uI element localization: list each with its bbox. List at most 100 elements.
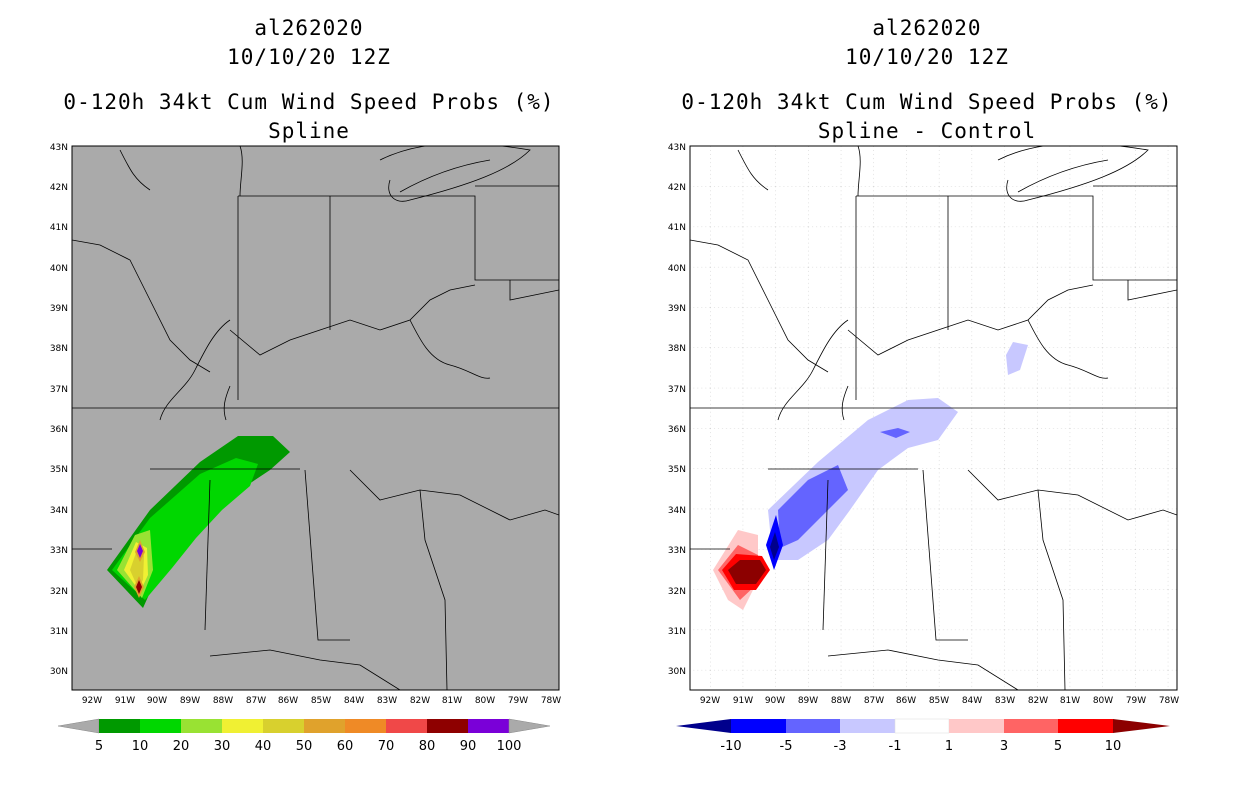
lat-label: 32N <box>50 587 68 597</box>
lon-label: 89W <box>180 696 200 706</box>
colorbar-label: 10 <box>132 739 149 754</box>
lon-label: 88W <box>213 696 233 706</box>
lat-axis-labels: 30N 31N 32N 33N 34N 35N 36N 37N 38N 39N … <box>668 143 686 677</box>
lon-label: 82W <box>1028 696 1048 706</box>
lat-label: 37N <box>50 385 68 395</box>
lon-label: 90W <box>765 696 785 706</box>
lat-label: 35N <box>668 465 686 475</box>
colorbar-segment-30-40 <box>222 719 263 733</box>
colorbar-segment-60-70 <box>345 719 386 733</box>
colorbar-label: -5 <box>780 739 793 754</box>
colorbar-segment-minus10-minus5 <box>731 719 786 733</box>
colorbar-arrow-low <box>676 719 731 733</box>
colorbar-label: 5 <box>95 739 103 754</box>
colorbar-segment-50-60 <box>304 719 345 733</box>
colorbar-label: 100 <box>497 739 522 754</box>
lat-label: 34N <box>50 506 68 516</box>
lon-label: 78W <box>1159 696 1179 706</box>
lon-axis-labels: 92W 91W 90W 89W 88W 87W 86W 85W 84W 83W … <box>82 696 561 706</box>
colorbar-label: 80 <box>419 739 436 754</box>
colorbar-segment-20-30 <box>181 719 222 733</box>
lat-label: 36N <box>50 425 68 435</box>
lat-label: 38N <box>668 344 686 354</box>
diff-contour-minus3 <box>778 465 848 548</box>
colorbar-label: -1 <box>889 739 902 754</box>
map-frame <box>71 145 560 691</box>
colorbar-segment-10-20 <box>140 719 181 733</box>
lat-label: 31N <box>50 627 68 637</box>
diff-contour-minus10 <box>770 532 779 560</box>
storm-id-title: al262020 <box>872 16 982 40</box>
lat-label: 43N <box>668 143 686 153</box>
colorbar-segment-minus5-minus3 <box>786 719 840 733</box>
lat-label: 36N <box>668 425 686 435</box>
map-svg-left: 30N 31N 32N 33N 34N 35N 36N 37N 38N 39N … <box>50 143 561 754</box>
lat-label: 34N <box>668 506 686 516</box>
colorbar-segment-80-90 <box>427 719 468 733</box>
lat-label: 37N <box>668 385 686 395</box>
lon-label: 85W <box>929 696 949 706</box>
lat-label: 41N <box>50 223 68 233</box>
colorbar-label: 90 <box>460 739 477 754</box>
lon-label: 85W <box>311 696 331 706</box>
lon-label: 80W <box>1093 696 1113 706</box>
date-title: 10/10/20 12Z <box>845 45 1009 69</box>
geography-lines <box>690 146 1177 690</box>
lat-label: 30N <box>50 667 68 677</box>
colorbar-label: -3 <box>834 739 847 754</box>
colorbar-label: 30 <box>214 739 231 754</box>
lon-label: 88W <box>831 696 851 706</box>
lon-label: 91W <box>733 696 753 706</box>
lon-label: 79W <box>508 696 528 706</box>
lon-label: 87W <box>864 696 884 706</box>
lat-label: 38N <box>50 344 68 354</box>
colorbar-segment-1-3 <box>949 719 1004 733</box>
colorbar-arrow-high <box>508 718 551 734</box>
colorbar-label: 3 <box>1000 739 1008 754</box>
colorbar-label: 60 <box>337 739 354 754</box>
date-title: 10/10/20 12Z <box>227 45 391 69</box>
lon-label: 81W <box>1060 696 1080 706</box>
lon-label: 82W <box>410 696 430 706</box>
lon-label: 80W <box>475 696 495 706</box>
colorbar-segment-3-5 <box>1004 719 1058 733</box>
colorbar-label: 50 <box>296 739 313 754</box>
lat-label: 35N <box>50 465 68 475</box>
prob-contour-80 <box>136 580 142 594</box>
colorbar-label: -10 <box>720 739 741 754</box>
diff-contour-minus1b <box>1006 342 1028 375</box>
colorbar-segment-90-100 <box>468 719 509 733</box>
geography-lines <box>72 146 559 690</box>
product-title: 0-120h 34kt Cum Wind Speed Probs (%) <box>63 90 555 114</box>
lon-label: 79W <box>1126 696 1146 706</box>
colorbar-label: 40 <box>255 739 272 754</box>
colorbar-label: 5 <box>1054 739 1062 754</box>
lat-label: 40N <box>50 264 68 274</box>
lat-label: 33N <box>50 546 68 556</box>
lat-label: 39N <box>668 304 686 314</box>
lon-label: 92W <box>82 696 102 706</box>
colorbar-arrow-low <box>57 718 100 734</box>
lat-label: 33N <box>668 546 686 556</box>
colorbar-segment-minus3-minus1 <box>840 719 895 733</box>
colorbar-segment-40-50 <box>263 719 304 733</box>
lon-label: 84W <box>962 696 982 706</box>
lon-label: 91W <box>115 696 135 706</box>
panel-spline-minus-control: al262020 10/10/20 12Z 0-120h 34kt Cum Wi… <box>618 0 1236 800</box>
lat-label: 42N <box>668 183 686 193</box>
panel-spline: al262020 10/10/20 12Z 0-120h 34kt Cum Wi… <box>50 16 561 754</box>
colorbar-label: 10 <box>1105 739 1122 754</box>
colorbar-left: 5 10 20 30 40 50 60 70 80 90 100 <box>57 718 551 754</box>
product-title: 0-120h 34kt Cum Wind Speed Probs (%) <box>681 90 1173 114</box>
colorbar-segment-minus1-1 <box>894 718 950 734</box>
map-frame <box>689 145 1178 691</box>
lon-label: 78W <box>541 696 561 706</box>
lon-label: 89W <box>798 696 818 706</box>
colorbar-arrow-high <box>1113 719 1170 733</box>
lon-label: 92W <box>700 696 720 706</box>
lon-label: 86W <box>278 696 298 706</box>
map-background <box>72 146 559 690</box>
colorbar-label: 70 <box>378 739 395 754</box>
lat-axis-labels: 30N 31N 32N 33N 34N 35N 36N 37N 38N 39N … <box>50 143 68 677</box>
colorbar-label: 20 <box>173 739 190 754</box>
